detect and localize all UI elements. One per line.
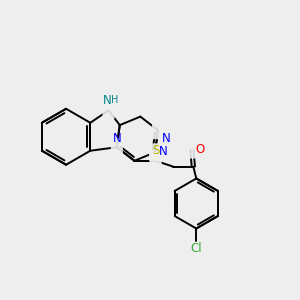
Text: H: H	[111, 95, 119, 105]
Text: N: N	[103, 94, 112, 107]
Text: N: N	[113, 132, 122, 146]
Text: S: S	[152, 144, 159, 157]
Text: N: N	[161, 132, 170, 145]
Text: O: O	[195, 143, 205, 156]
Text: Cl: Cl	[190, 242, 202, 255]
Text: N: N	[159, 145, 167, 158]
